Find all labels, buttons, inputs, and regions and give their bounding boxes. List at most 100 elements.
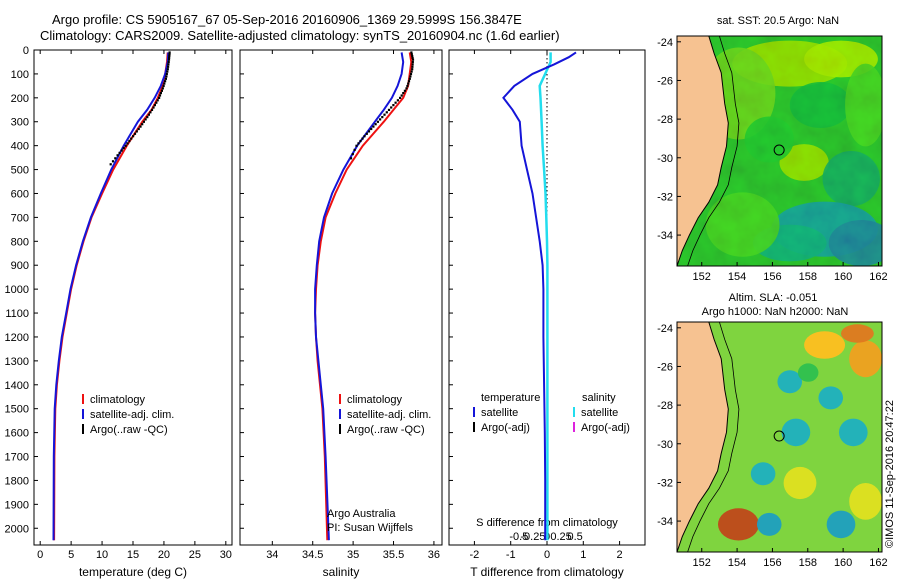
salinity-argo-line-point [372, 125, 375, 128]
sst-map-ytick-label: -32 [657, 191, 673, 203]
salinity-argo-line-point [357, 142, 360, 145]
sst-map-ytick-label: -26 [657, 75, 673, 87]
depth-tick-label: 2000 [5, 523, 29, 535]
sst-map-xtick-label: 156 [763, 271, 781, 283]
sla-map-ytick-label: -28 [657, 400, 673, 412]
salinity-argo-line-point [411, 63, 414, 66]
depth-tick-label: 1600 [5, 428, 29, 440]
salinity-argo-line-point [411, 65, 414, 68]
depth-tick-label: 1400 [5, 380, 29, 392]
salinity-argo-line-point [409, 72, 413, 76]
temperature-legend-label: Argo(..raw -QC) [90, 424, 168, 436]
temperature-argo-line-point [168, 55, 171, 58]
sla-map-xtick-label: 154 [728, 557, 746, 569]
salinity-xtick-label: 36 [428, 549, 440, 561]
salinity-argo-line-point [399, 96, 402, 99]
salinity-argo-line-point [349, 157, 353, 160]
temperature-argo-line-point [139, 125, 142, 128]
temperature-argo-line-point [168, 53, 171, 56]
salinity-argo-line-point [409, 75, 412, 78]
temperature-argo-line-point [132, 135, 135, 138]
salinity-argo-line-point [374, 123, 377, 126]
salinity-argo-line-point [411, 55, 414, 58]
salinity-diff-tick-label: 0.5 [567, 531, 582, 543]
salinity-argo-line-point [381, 116, 384, 119]
temperature-argo-line-point [164, 80, 167, 83]
pi-label: PI: Susan Wijffels [327, 522, 413, 534]
temperature-argo-line-point [130, 137, 133, 140]
temperature-argo-line-point [158, 94, 162, 97]
salinity-argo-line-point [394, 101, 397, 104]
sla-map-argo-marker [773, 430, 785, 442]
temperature-argo-line-point [142, 120, 145, 123]
temperature-xtick-label: 0 [37, 549, 43, 561]
page-title: Argo profile: CS 5905167_67 05-Sep-2016 … [0, 0, 640, 46]
sla-map-blob [849, 340, 882, 378]
sla-map-isobath [687, 322, 740, 552]
sla-map-field [677, 322, 882, 552]
sla-map-title: Altim. SLA: -0.051 [729, 292, 818, 304]
temperature-argo-line-point [116, 154, 119, 157]
temperature-argo-line-point [124, 144, 127, 147]
temperature-argo-line-point [168, 56, 171, 59]
salinity-legend-label: satellite-adj. clim. [347, 409, 431, 421]
temperature-satellite-line [52, 52, 170, 541]
salinity-argo-line-point [407, 80, 411, 83]
sla-map-blob [841, 324, 874, 343]
sla-map-blob [826, 510, 856, 539]
salinity-argo-line-point [376, 120, 379, 123]
salinity-argo-line-point [353, 148, 356, 151]
temperature-argo-line-point [120, 149, 123, 152]
salinity-legend-label: climatology [347, 394, 403, 406]
sst-map-xtick-label: 152 [693, 271, 711, 283]
temperature-argo-line-point [159, 92, 162, 95]
depth-tick-label: 900 [11, 260, 29, 272]
sst-map-argo-marker [773, 144, 785, 156]
sla-map-blob [797, 363, 819, 382]
temperature-argo-line-point [160, 89, 163, 92]
sla-map-ytick-label: -34 [657, 516, 673, 528]
temperature-argo-line-point [156, 99, 159, 102]
temperature-argo-line-point [126, 142, 129, 145]
sla-map-ytick-label: -30 [657, 439, 673, 451]
depth-tick-label: 100 [11, 69, 29, 81]
sla-map-ytick-label: -32 [657, 477, 673, 489]
sla-map-blob [777, 370, 803, 394]
sla-map-blob [781, 418, 811, 447]
salinity-argo-line-point [385, 111, 388, 114]
difference-xtick-label: -2 [470, 549, 480, 561]
sst-map-title: sat. SST: 20.5 Argo: NaN [717, 15, 839, 27]
sla-map-xtick-label: 162 [869, 557, 887, 569]
sla-map-blob [804, 331, 846, 359]
depth-tick-label: 300 [11, 117, 29, 129]
temperature-argo-line-point [128, 139, 131, 143]
sla-map-ytick-label: -24 [657, 323, 673, 335]
difference-xlabel: T difference from climatology [470, 565, 624, 579]
salinity-argo-line-point [363, 135, 366, 138]
temperature-argo-line-point [166, 68, 169, 71]
salinity-argo-line-point [392, 104, 395, 107]
temperature-argo-line-point [141, 123, 144, 126]
temperature-argo-line-point [165, 75, 168, 78]
temperature-argo-line-point [147, 113, 150, 116]
sla-map-blob [718, 508, 759, 541]
salinity-argo-line-point [402, 92, 405, 95]
salinity-argo-line-point [411, 58, 415, 61]
salinity-argo-line-point [411, 61, 414, 64]
salinity-argo-line-point [387, 108, 391, 111]
salinity-argo-line-point [383, 113, 386, 116]
legend-heading-temperature: temperature [481, 392, 540, 404]
sla-map-frame [676, 321, 883, 553]
temperature-argo-line-point [137, 127, 140, 131]
sst-map-xtick-label: 162 [869, 271, 887, 283]
temperature-argo-line-point [161, 87, 164, 90]
sst-map-frame [676, 35, 883, 267]
depth-tick-label: 1100 [5, 308, 29, 320]
sla-map-blob [756, 512, 782, 536]
temperature-argo-line-point [168, 51, 171, 54]
temperature-argo-line-point [163, 82, 166, 85]
salinity-xlabel: salinity [323, 565, 360, 579]
temperature-argo-line-point [150, 108, 154, 111]
temperature-argo-line-point [165, 72, 168, 76]
